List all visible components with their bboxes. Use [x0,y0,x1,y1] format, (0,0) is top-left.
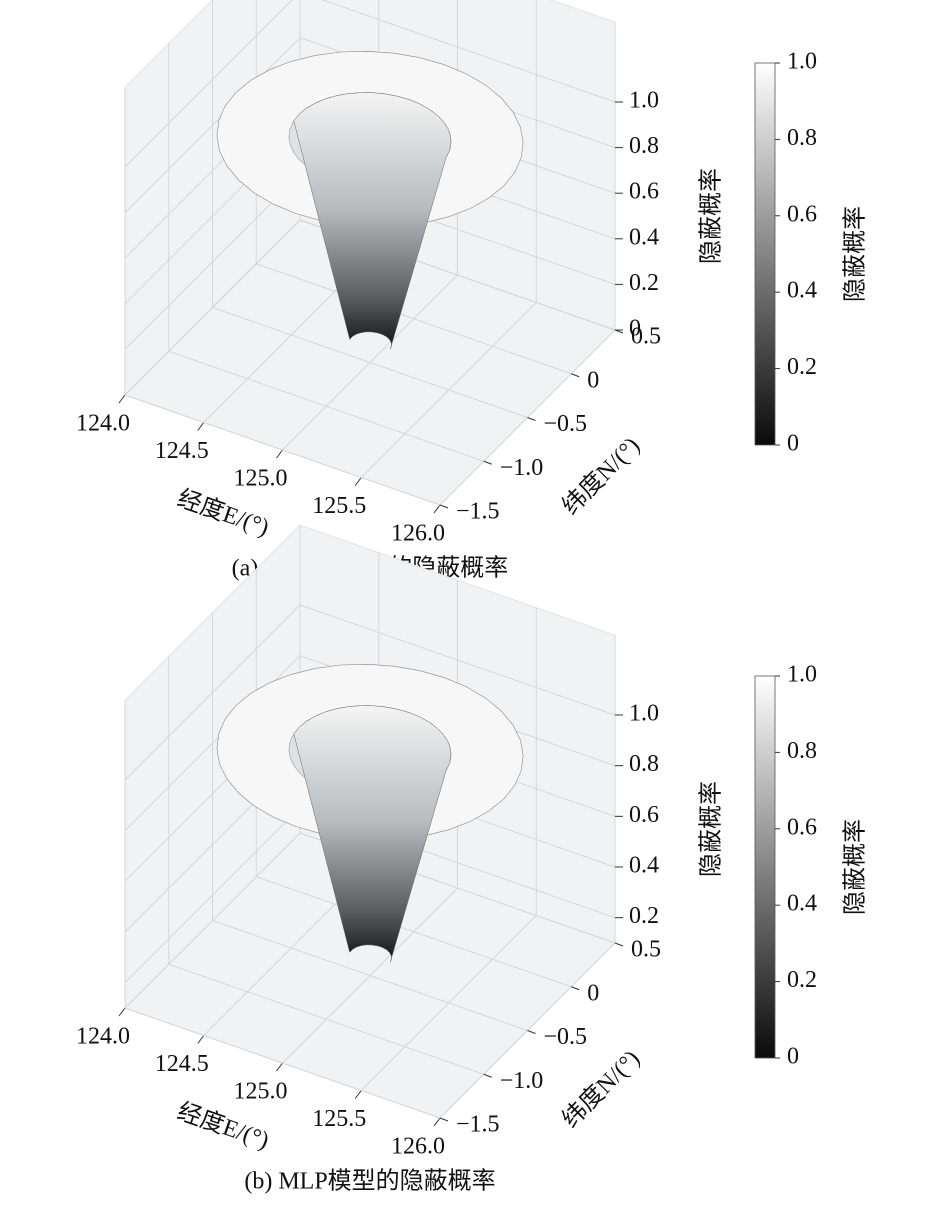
x-tick [197,422,205,431]
x-tick-label: 125.0 [234,1079,288,1105]
colorbar [754,675,776,1059]
z-tick-label: 0.4 [629,224,659,250]
y-axis-label: 纬度N/(°) [557,432,645,520]
colorbar-tick-label: 0.6 [787,814,817,840]
grid-line [321,0,616,103]
colorbar-tick-label: 0.8 [787,738,817,764]
y-tick [439,504,449,509]
colorbar [754,62,776,446]
x-tick [354,477,362,486]
grid-line [256,263,572,375]
colorbar-tick-label: 1.0 [787,49,817,75]
y-tick [483,1073,492,1078]
grid-line [124,1007,441,1119]
y-tick [614,942,624,947]
z-tick-label: 0.4 [629,853,659,879]
z-axis-label: 隐蔽概率 [698,781,725,877]
y-tick [527,417,536,421]
grid-line [124,0,293,168]
z-tick-label: 1.0 [629,701,659,727]
x-tick-label: 126.0 [391,1134,445,1160]
z-tick-label: 0.6 [629,179,659,205]
surface-funnel [293,92,452,350]
y-tick-label: 0 [587,367,599,393]
z-tick-label: 1.0 [629,88,659,114]
z-tick-label: 0 [629,316,641,342]
grid-line [124,394,441,506]
panel: 124.0124.5125.0125.5126.00.50−0.5−1.0−1.… [76,0,869,582]
colorbar-tick-label: 0.2 [787,967,817,993]
z-axis-label: 隐蔽概率 [698,168,725,264]
y-tick-label: −1.5 [456,1112,500,1138]
x-tick [354,1090,362,1099]
colorbar-tick-label: 0 [787,1044,799,1070]
z-tick-label: 0.2 [629,270,659,296]
surface-funnel [293,705,452,963]
grid-line [124,37,301,213]
colorbar-label: 隐蔽概率 [842,206,869,302]
y-tick-label: 0.5 [631,937,661,963]
y-tick [571,373,580,378]
y-tick [527,1030,536,1034]
y-tick-label: −1.5 [456,499,500,525]
x-tick-label: 125.5 [312,493,366,519]
grid-line [256,876,572,988]
z-tick-label: 0.6 [629,802,659,828]
colorbar-tick-label: 0 [787,431,799,457]
y-tick [483,460,492,465]
x-tick [433,504,441,514]
x-tick [118,394,126,404]
colorbar-tick-label: 0.6 [787,201,817,227]
x-tick-label: 124.0 [76,411,130,437]
x-tick [433,1117,441,1127]
colorbar-label: 隐蔽概率 [842,819,869,915]
y-tick-label: −1.0 [500,1068,544,1094]
y-tick-label: −0.5 [544,411,588,437]
grid-line [124,807,301,984]
y-tick-label: 0 [587,980,599,1006]
colorbar-tick-label: 0.4 [787,278,817,304]
z-tick-label: 0.8 [629,751,659,777]
x-tick [118,1007,126,1017]
x-axis-label: 经度E/(°) [174,1098,273,1154]
colorbar-tick-label: 0.8 [787,125,817,151]
x-tick-label: 124.5 [155,438,209,464]
x-tick [276,1062,283,1072]
x-tick-label: 125.0 [234,466,288,492]
colorbar-tick-label: 1.0 [787,662,817,688]
y-tick-label: −1.0 [500,455,544,481]
x-tick [276,449,283,459]
grid-line [168,963,484,1075]
grid-line [168,350,484,462]
grid-line [212,920,528,1031]
grid-line [212,307,528,418]
grid-line [124,219,301,396]
z-tick-label: 0.2 [629,903,659,929]
grid-line [124,174,301,350]
caption: (b) MLP模型的隐蔽概率 [244,1168,495,1195]
x-tick-label: 124.0 [76,1024,130,1050]
y-tick-label: −0.5 [544,1024,588,1050]
x-axis-label: 经度E/(°) [174,485,273,541]
grid-line [124,604,301,781]
y-tick [439,1117,449,1122]
x-tick-label: 124.5 [155,1051,209,1077]
colorbar-tick-label: 0.2 [787,354,817,380]
x-tick [197,1035,205,1044]
z-tick-label: 0.8 [629,133,659,159]
x-tick-label: 126.0 [391,521,445,547]
panel: 124.0 124.5 125.0 125.5 126.0 0.5 0 −0.5−1.0−1.… [76,523,869,1195]
y-tick [571,986,580,991]
colorbar-tick-label: 0.4 [787,891,817,917]
x-tick-label: 125.5 [312,1106,366,1132]
grid-line [299,604,616,716]
y-axis-label: 纬度N/(°) [557,1045,645,1133]
y-tick-label: 0.5 [631,324,661,350]
